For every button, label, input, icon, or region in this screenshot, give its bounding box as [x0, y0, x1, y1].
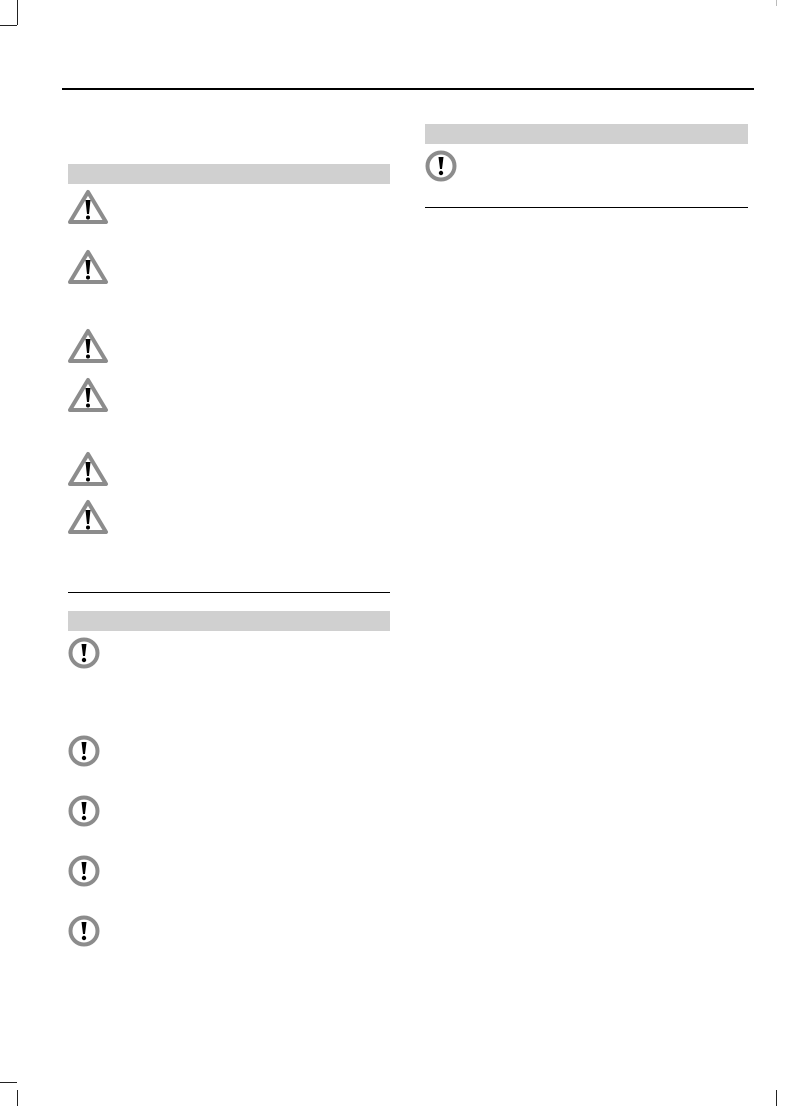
- crop-mark: [0, 25, 17, 26]
- crop-mark: [17, 1090, 18, 1106]
- section-divider: [68, 592, 390, 593]
- notice-circle-exclamation-icon: [68, 795, 100, 832]
- warning-triangle-icon: [67, 249, 109, 290]
- warning-triangle-icon: [67, 377, 109, 418]
- notice-circle-exclamation-icon: [68, 915, 100, 952]
- notice-circle-exclamation-icon: [68, 637, 100, 674]
- notice-circle-exclamation-icon: [425, 150, 457, 187]
- crop-mark: [17, 0, 18, 25]
- warning-triangle-icon: [67, 499, 109, 540]
- notice-circle-exclamation-icon: [68, 735, 100, 772]
- crop-mark: [0, 1082, 17, 1083]
- right-section-divider: [425, 207, 748, 208]
- warnings-section-bar: [68, 164, 390, 184]
- notice-circle-exclamation-icon: [68, 855, 100, 892]
- warning-triangle-icon: [67, 328, 109, 369]
- warning-triangle-icon: [67, 451, 109, 492]
- warning-triangle-icon: [67, 189, 109, 230]
- right-notices-section-bar: [425, 124, 748, 144]
- crop-mark: [776, 0, 777, 6]
- notices-section-bar: [68, 611, 390, 631]
- crop-mark: [776, 1090, 777, 1106]
- header-rule: [62, 88, 754, 90]
